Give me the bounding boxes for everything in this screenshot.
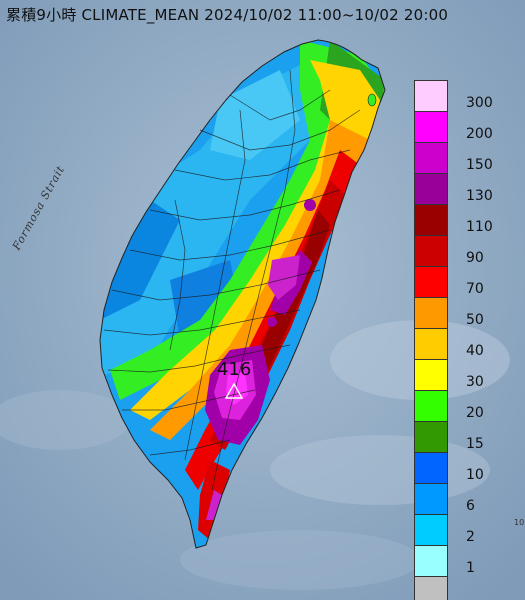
- strait-label-wrap: Formosa Strait: [10, 163, 67, 252]
- legend-swatch: [414, 204, 448, 235]
- map-title: 累積9小時 CLIMATE_MEAN 2024/10/02 11:00~10/0…: [6, 6, 449, 24]
- legend-label: 40: [466, 343, 484, 359]
- legend-swatch: [414, 80, 448, 111]
- legend-swatch: [414, 545, 448, 576]
- legend-swatch: [414, 390, 448, 421]
- legend-swatch: [414, 576, 448, 600]
- legend-swatch: [414, 328, 448, 359]
- max-location-triangle-icon: [225, 383, 243, 399]
- legend-label: 300: [466, 95, 493, 111]
- edge-label: 10: [514, 518, 525, 527]
- legend-label: 30: [466, 374, 484, 390]
- legend-label: 200: [466, 126, 493, 142]
- legend-swatch: [414, 483, 448, 514]
- color-legend: [414, 80, 448, 600]
- legend-swatch: [414, 235, 448, 266]
- legend-label: 2: [466, 529, 475, 545]
- legend-label: 70: [466, 281, 484, 297]
- legend-label: 15: [466, 436, 484, 452]
- legend-label: 110: [466, 219, 493, 235]
- legend-swatch: [414, 266, 448, 297]
- legend-swatch: [414, 514, 448, 545]
- legend-label: 20: [466, 405, 484, 421]
- legend-swatch: [414, 173, 448, 204]
- legend-swatch: [414, 142, 448, 173]
- legend-label: 130: [466, 188, 493, 204]
- legend-label: 10: [466, 467, 484, 483]
- legend-swatch: [414, 111, 448, 142]
- max-value-label: 416: [217, 359, 252, 380]
- legend-swatch: [414, 297, 448, 328]
- legend-swatch: [414, 359, 448, 390]
- legend-label: 150: [466, 157, 493, 173]
- legend-swatch: [414, 421, 448, 452]
- legend-swatch: [414, 452, 448, 483]
- legend-label: 1: [466, 560, 475, 576]
- legend-label: 50: [466, 312, 484, 328]
- legend-label: 6: [466, 498, 475, 514]
- legend-label: 90: [466, 250, 484, 266]
